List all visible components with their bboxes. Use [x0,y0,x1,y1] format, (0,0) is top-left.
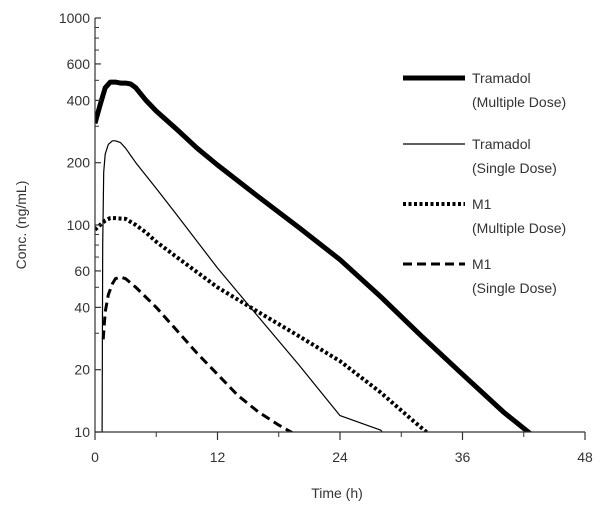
legend-label-3: M1 [472,256,492,272]
y-tick-label: 40 [74,299,90,315]
y-tick-label: 400 [67,92,91,108]
series-line-0 [95,79,533,432]
y-tick-label: 20 [74,362,90,378]
y-tick-label: 200 [67,155,91,171]
x-tick-label: 48 [577,449,593,465]
legend-label-0: Tramadol [472,70,531,86]
x-axis-title: Time (h) [311,485,363,501]
legend-sublabel-2: (Multiple Dose) [472,220,566,236]
legend-label-1: Tramadol [472,136,531,152]
plot-area [95,79,533,432]
y-tick-label: 100 [67,217,91,233]
y-tick-label: 60 [74,263,90,279]
legend-sublabel-3: (Single Dose) [472,280,557,296]
y-tick-label: 10 [74,424,90,440]
x-tick-label: 36 [455,449,471,465]
y-ticks: 10 20 40 60 100 200 400 600 1000 [59,10,101,440]
x-tick-label: 24 [332,449,348,465]
y-tick-label: 1000 [59,10,90,26]
legend-label-2: M1 [472,196,492,212]
legend-sublabel-1: (Single Dose) [472,160,557,176]
series-line-2 [95,216,430,432]
x-tick-label: 0 [91,449,99,465]
x-tick-label: 12 [210,449,226,465]
x-ticks: 0 12 24 36 48 [91,432,593,465]
legend: Tramadol (Multiple Dose) Tramadol (Single D… [403,70,566,296]
legend-sublabel-0: (Multiple Dose) [472,94,566,110]
y-tick-label: 600 [67,56,91,72]
y-axis-title: Conc. (ng/mL) [13,181,29,270]
series-line-1 [101,140,384,432]
series-line-3 [101,275,295,432]
